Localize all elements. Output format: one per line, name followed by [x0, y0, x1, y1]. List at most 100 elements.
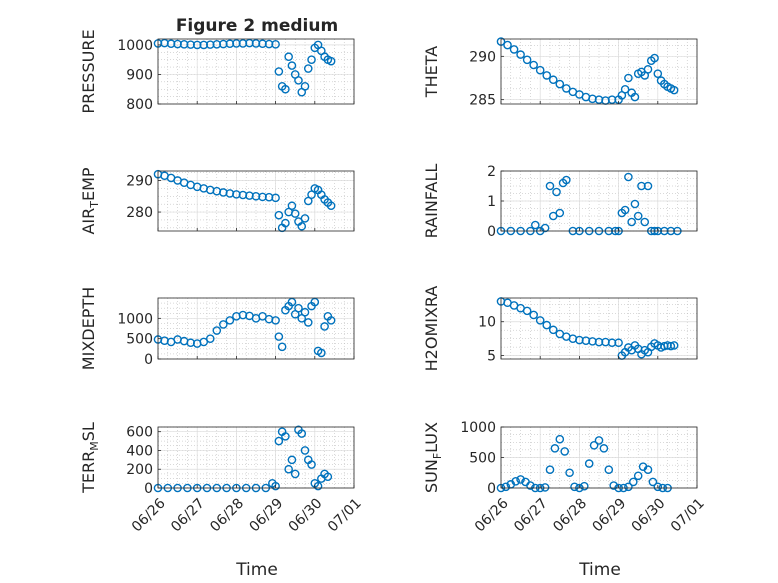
- data-point: [274, 332, 284, 341]
- data-point: [560, 447, 570, 456]
- data-point: [624, 73, 633, 83]
- data-point: [555, 434, 565, 444]
- data-point: [594, 436, 604, 445]
- data-point: [516, 475, 525, 484]
- axes-box: [157, 426, 355, 489]
- data-point: [522, 55, 532, 65]
- data-point: [640, 217, 650, 227]
- data-point: [516, 50, 525, 59]
- data-point: [531, 220, 540, 230]
- y-axis-label: MIXDEPTH: [79, 287, 98, 370]
- data-point: [277, 342, 287, 352]
- data-point: [529, 60, 538, 70]
- data-point: [633, 211, 643, 221]
- data-point: [274, 67, 284, 76]
- data-point: [287, 61, 297, 70]
- data-point: [287, 455, 297, 465]
- data-point: [323, 472, 333, 482]
- y-tick-label: 285: [469, 93, 496, 109]
- data-point: [287, 201, 297, 211]
- y-tick-label: 0: [144, 352, 153, 368]
- data-point: [630, 199, 640, 209]
- subplot-h2omixra: 5 10 H2OMIXRA: [422, 286, 698, 372]
- data-point: [609, 481, 619, 490]
- data-point: [303, 64, 313, 73]
- data-point: [643, 465, 653, 475]
- y-axis-label: SUNFLUX: [422, 422, 444, 493]
- y-tick-label: 10: [478, 315, 496, 331]
- y-tick-label: 400: [126, 443, 153, 459]
- data-point: [503, 40, 512, 50]
- data-point: [614, 338, 623, 348]
- data-point: [540, 483, 550, 492]
- data-point: [274, 210, 284, 220]
- x-axis-label-left: Time: [235, 560, 278, 580]
- y-tick-label: 290: [469, 49, 496, 65]
- y-tick-label: 500: [469, 451, 496, 467]
- data-point: [212, 326, 222, 335]
- data-point: [604, 465, 614, 475]
- data-point: [653, 482, 663, 492]
- y-tick-label: 0: [487, 224, 496, 240]
- data-point: [643, 181, 653, 191]
- data-point: [271, 40, 280, 49]
- data-point: [599, 444, 609, 453]
- y-tick-label: 1000: [117, 311, 153, 327]
- y-tick-label: 200: [126, 462, 153, 478]
- y-axis-label: TERRMSL: [79, 422, 101, 494]
- data-point: [326, 56, 336, 66]
- data-point: [620, 205, 630, 215]
- y-tick-label: 5: [487, 349, 496, 365]
- data-point: [562, 175, 571, 185]
- axes-box: [157, 297, 355, 360]
- subplot-pressure: 800 900 1000 PRESSURE: [79, 29, 355, 114]
- subplot-mixdepth: 0 500 1000 MIXDEPTH: [79, 287, 355, 370]
- data-point: [509, 45, 519, 54]
- axes-box: [500, 38, 698, 105]
- data-point: [271, 481, 280, 491]
- data-point: [620, 84, 630, 94]
- data-point: [290, 209, 300, 218]
- data-point: [555, 79, 565, 89]
- data-series: [496, 434, 672, 493]
- y-tick-label: 1: [487, 194, 496, 210]
- data-point: [281, 84, 290, 94]
- y-tick-label: 500: [126, 332, 153, 348]
- y-tick-label: 900: [126, 67, 153, 83]
- y-tick-label: 0: [144, 481, 153, 497]
- data-point: [199, 337, 209, 347]
- subplot-theta: 285 290 THETA: [422, 37, 698, 109]
- data-point: [666, 341, 676, 351]
- y-axis-label: PRESSURE: [79, 29, 98, 113]
- data-point: [511, 476, 521, 486]
- data-point: [522, 306, 532, 316]
- data-series: [496, 297, 679, 360]
- subplot-air-temp: 280 290 AIRTEMP: [79, 167, 355, 235]
- data-point: [624, 482, 633, 492]
- data-point: [633, 471, 643, 481]
- y-tick-label: 1000: [460, 420, 496, 436]
- y-axis-label: H2OMIXRA: [422, 286, 441, 372]
- data-point: [310, 297, 320, 307]
- data-point: [624, 172, 633, 182]
- data-series: [153, 169, 336, 233]
- data-point: [281, 432, 290, 441]
- data-point: [225, 316, 235, 325]
- data-point: [584, 459, 594, 468]
- data-point: [271, 193, 280, 203]
- y-axis-label: THETA: [422, 46, 441, 98]
- data-point: [550, 444, 560, 453]
- data-point: [326, 201, 336, 211]
- subplot-rainfall: 0 1 2 RAINFALL: [422, 164, 698, 240]
- data-point: [570, 482, 579, 492]
- data-point: [580, 481, 589, 491]
- data-point: [589, 440, 599, 450]
- data-point: [529, 310, 538, 320]
- y-axis-label: RAINFALL: [422, 164, 441, 239]
- data-point: [630, 92, 640, 102]
- y-tick-label: 0: [487, 481, 496, 497]
- data-point: [643, 65, 653, 74]
- data-point: [297, 429, 307, 438]
